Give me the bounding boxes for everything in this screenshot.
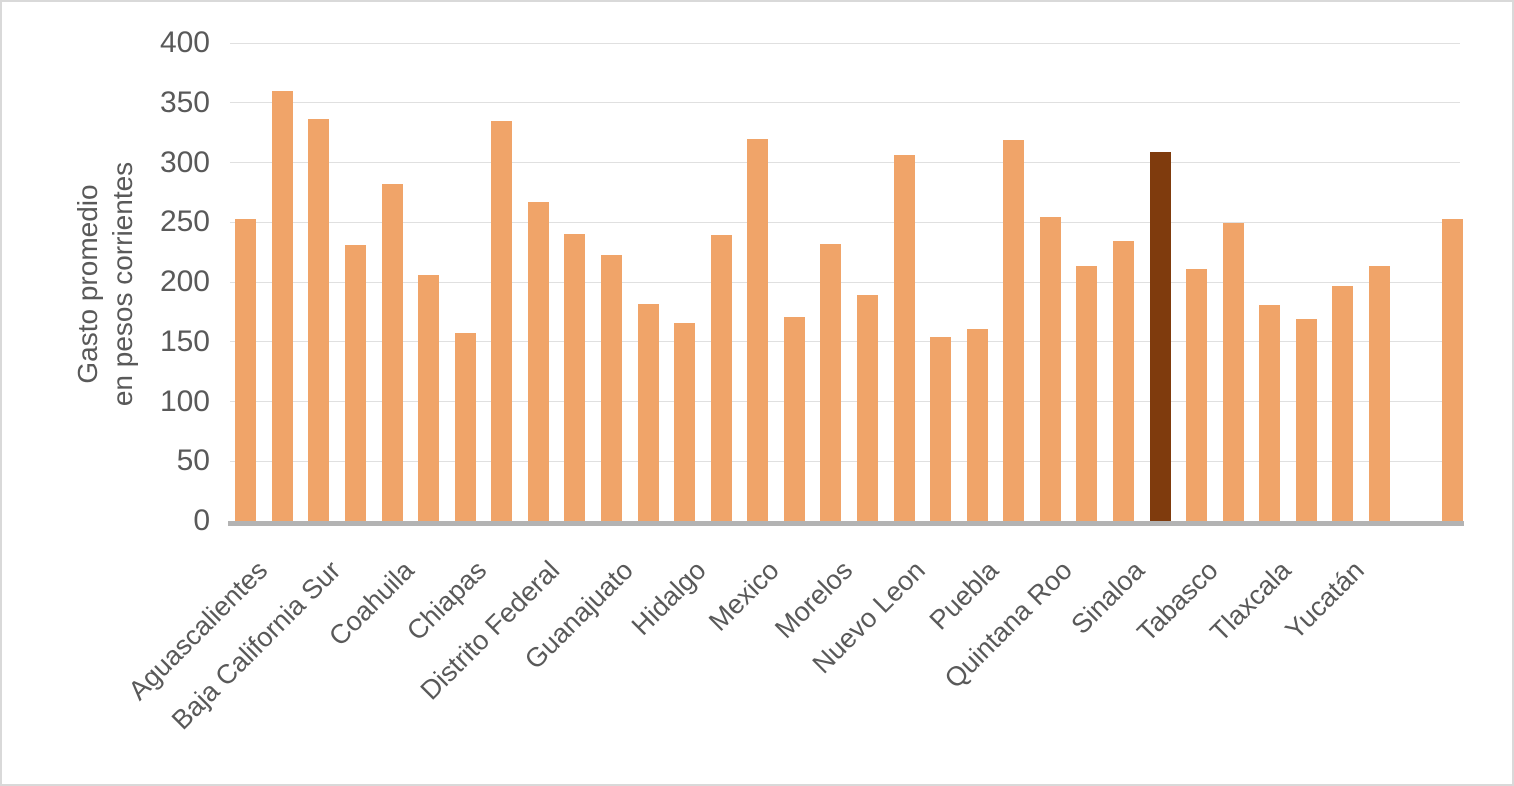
- bar: [747, 138, 769, 521]
- gridline: [230, 460, 1460, 462]
- y-tick-label: 0: [193, 504, 210, 537]
- bar: [1332, 285, 1354, 521]
- bar: [1076, 266, 1098, 521]
- bar: [674, 322, 696, 521]
- gridline: [230, 221, 1460, 223]
- x-axis-line: [228, 521, 1464, 526]
- bar: [271, 90, 293, 521]
- bar: [930, 336, 952, 521]
- bar: [710, 235, 732, 521]
- gridline: [230, 281, 1460, 283]
- gridline: [230, 42, 1460, 44]
- y-tick-label: 300: [159, 145, 210, 179]
- gridline: [230, 162, 1460, 163]
- y-tick-label: 100: [159, 384, 210, 418]
- y-tick-label: 400: [159, 26, 210, 59]
- y-tick-label: 150: [159, 324, 210, 358]
- plot-area: 0 50 100 150 200 250 300 350 400 Aguascalientes Ba…: [122, 28, 1464, 735]
- bar: [381, 184, 403, 521]
- bar: [601, 254, 622, 521]
- y-tick-label: 200: [159, 265, 210, 298]
- x-tick-label: Hidalgo: [625, 555, 712, 641]
- gridline: [230, 102, 1460, 104]
- bar: [527, 201, 549, 521]
- bar: [637, 303, 659, 521]
- bar: [491, 120, 513, 521]
- bar: [1368, 266, 1390, 521]
- bar: [1442, 218, 1464, 521]
- y-tick-label: 50: [176, 444, 210, 478]
- x-tick-label: Tabasco: [1131, 555, 1224, 648]
- y-axis-title-line1: Gasto promedio: [72, 184, 103, 384]
- bar-highlighted: [1149, 151, 1171, 521]
- bar: [966, 328, 988, 521]
- y-tick-label: 350: [159, 85, 210, 119]
- bar: [1186, 268, 1208, 521]
- bar: [893, 155, 915, 521]
- bar: [1039, 217, 1061, 521]
- bar: [1003, 139, 1025, 521]
- y-tick-label: 250: [159, 205, 210, 239]
- bar: [1259, 304, 1281, 521]
- x-tick-label: Yucatán: [1279, 555, 1371, 646]
- bar: [1295, 319, 1317, 521]
- bar: [454, 333, 476, 521]
- bar: [308, 119, 330, 521]
- gridline: [230, 341, 1460, 343]
- x-tick-label: Tlaxcala: [1204, 555, 1297, 648]
- gridline: [230, 401, 1460, 402]
- x-tick-label: Quintana Roo: [938, 555, 1078, 695]
- bar: [345, 244, 366, 521]
- bar: [1222, 223, 1244, 521]
- bar: [820, 243, 842, 521]
- bar: [1112, 241, 1134, 521]
- bar: [418, 274, 440, 521]
- bar: [783, 316, 805, 521]
- bar: [235, 218, 257, 521]
- bar: [856, 295, 878, 521]
- bar: [564, 234, 586, 521]
